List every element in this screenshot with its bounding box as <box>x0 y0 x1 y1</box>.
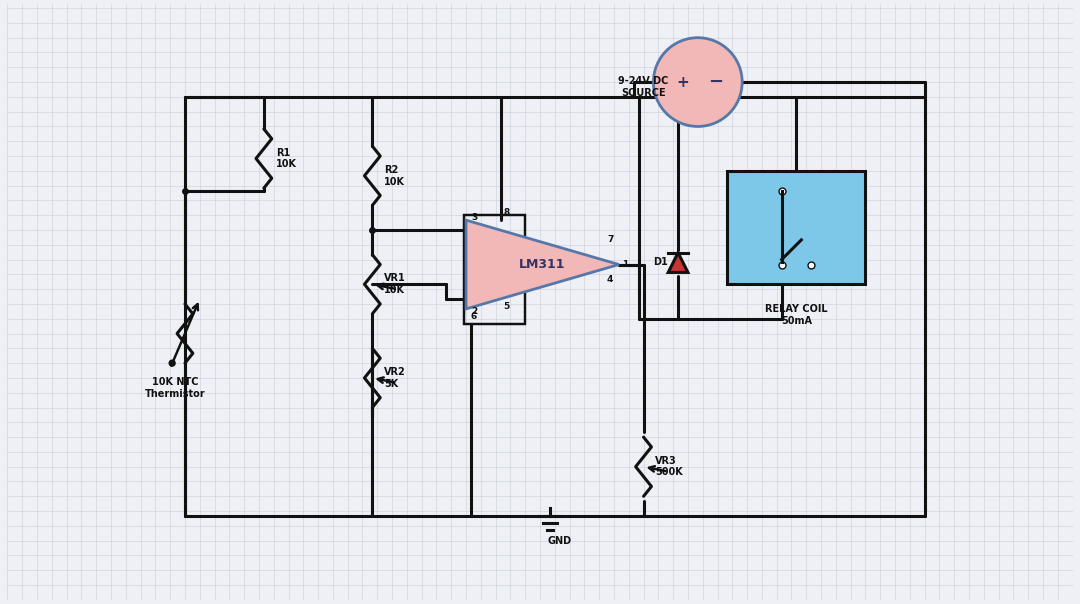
Bar <box>727 171 865 284</box>
Text: RELAY COIL
50mA: RELAY COIL 50mA <box>765 304 827 326</box>
Text: −: − <box>708 73 724 91</box>
Text: 7: 7 <box>607 236 613 245</box>
Text: +: + <box>677 74 689 89</box>
Text: LM311: LM311 <box>519 258 566 271</box>
Text: GND: GND <box>548 536 571 546</box>
Circle shape <box>170 360 175 366</box>
Text: R1
10K: R1 10K <box>275 148 297 169</box>
Text: 4: 4 <box>607 275 613 284</box>
Text: R2
10K: R2 10K <box>384 165 405 187</box>
Polygon shape <box>669 252 688 272</box>
Polygon shape <box>467 220 619 309</box>
Text: 8: 8 <box>503 208 510 217</box>
Text: 6: 6 <box>471 312 477 321</box>
Text: 9-24V DC
SOURCE: 9-24V DC SOURCE <box>619 76 669 98</box>
Text: VR3
500K: VR3 500K <box>656 456 684 478</box>
Text: 10K NTC
Thermistor: 10K NTC Thermistor <box>145 377 205 399</box>
Text: 2: 2 <box>471 307 477 316</box>
Text: 3: 3 <box>471 213 477 222</box>
Text: 1: 1 <box>622 260 629 269</box>
Text: D1: D1 <box>653 257 669 266</box>
Bar <box>464 215 525 324</box>
Text: VR2
5K: VR2 5K <box>384 367 406 389</box>
Circle shape <box>653 37 742 126</box>
Text: 5: 5 <box>503 303 510 312</box>
Text: VR1
10K: VR1 10K <box>384 274 406 295</box>
